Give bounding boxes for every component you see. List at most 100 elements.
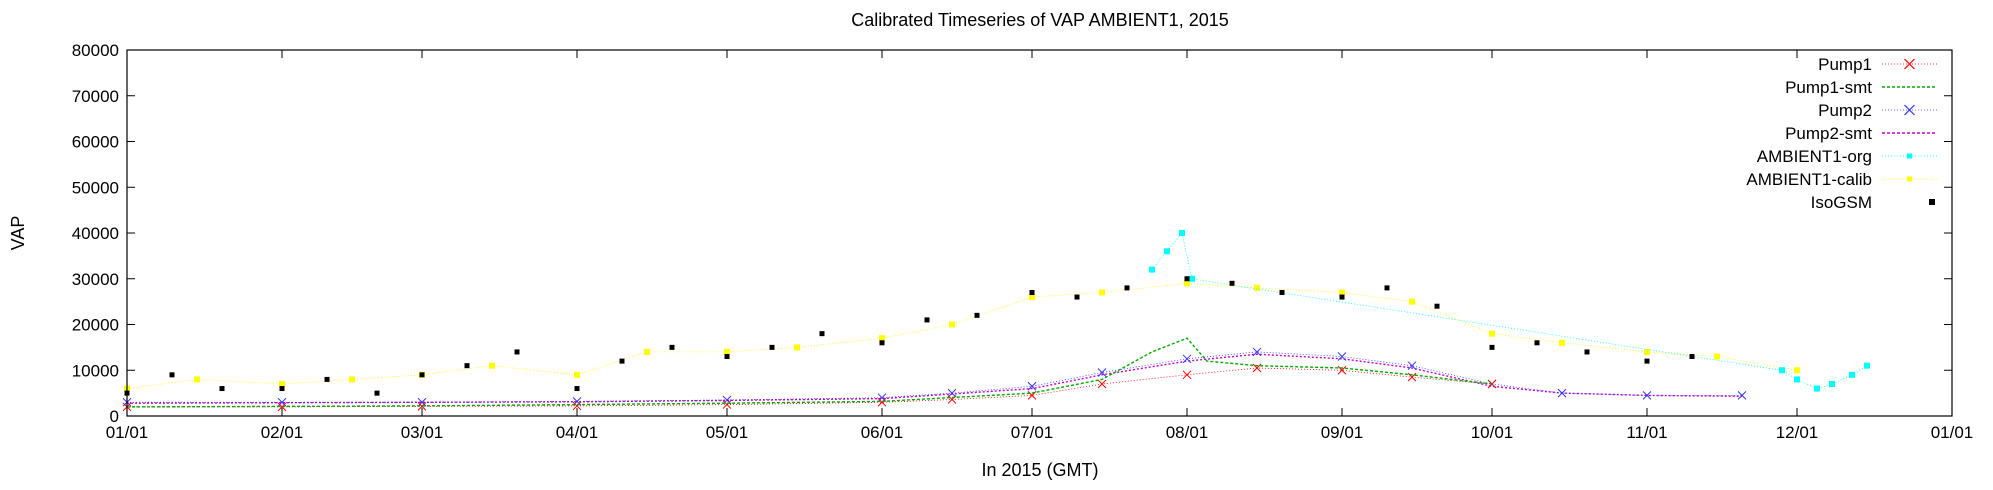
data-point [1849, 371, 1855, 378]
series-pump1 [122, 363, 1497, 412]
x-tick-label: 12/01 [1776, 423, 1819, 442]
x-tick-label: 02/01 [261, 423, 304, 442]
x-tick-label: 07/01 [1011, 423, 1054, 442]
x-tick-label: 11/01 [1626, 423, 1667, 442]
data-point [644, 348, 650, 355]
data-point [1254, 284, 1260, 291]
data-point [1229, 280, 1235, 286]
data-point [464, 363, 470, 369]
data-point [1407, 372, 1417, 382]
data-point [1407, 361, 1417, 371]
data-point [574, 371, 580, 378]
data-point [974, 312, 980, 318]
data-point [1737, 391, 1747, 400]
x-tick-label: 06/01 [861, 423, 904, 442]
data-point [1184, 280, 1190, 287]
data-point [1074, 294, 1080, 300]
y-tick-label: 40000 [72, 224, 119, 243]
data-point [879, 340, 885, 346]
data-point [877, 393, 887, 403]
y-tick-label: 10000 [72, 361, 119, 380]
data-point [949, 321, 955, 328]
data-point [1027, 381, 1037, 391]
data-point [1644, 348, 1650, 355]
data-point [1339, 294, 1345, 300]
y-axis: 0 10000 20000 30000 40000 50000 60000 70000 8000… [72, 41, 1952, 426]
data-point [1794, 367, 1800, 374]
data-point [1337, 365, 1347, 375]
legend-marker [1904, 104, 1915, 116]
data-point [1434, 303, 1440, 309]
legend-marker [1907, 153, 1912, 159]
data-point [1124, 285, 1130, 291]
x-axis-label: In 2015 (GMT) [981, 460, 1098, 480]
series-pump2 [122, 347, 1747, 407]
data-point [1644, 358, 1650, 364]
legend-label: AMBIENT1-calib [1746, 170, 1872, 189]
data-point [794, 344, 800, 351]
data-point [1409, 298, 1415, 305]
data-point [489, 362, 495, 369]
data-point [879, 335, 885, 342]
data-point [279, 380, 285, 387]
data-point [279, 386, 285, 392]
data-point [1714, 353, 1720, 360]
data-point [924, 317, 930, 323]
data-point [277, 397, 287, 407]
data-point [1557, 388, 1567, 398]
chart-title: Calibrated Timeseries of VAP AMBIENT1, 2… [851, 10, 1229, 30]
data-point [419, 372, 425, 378]
data-point [1097, 379, 1107, 389]
series-pump2-smt [126, 353, 1743, 404]
y-tick-label: 80000 [72, 41, 119, 60]
data-point [724, 354, 730, 360]
legend-label: Pump1 [1818, 55, 1872, 74]
series-pump1-smt [126, 337, 1493, 408]
x-tick-label: 01/01 [1931, 423, 1974, 442]
data-point [1279, 289, 1285, 295]
data-point [1099, 289, 1105, 296]
series-line [126, 337, 1493, 408]
series-ambient1-org [1149, 230, 1870, 392]
x-axis: 01/01 02/01 03/01 04/01 05/01 06/01 07/01 08/01… [106, 50, 1974, 442]
data-point [1864, 362, 1870, 369]
legend-label: Pump2-smt [1785, 124, 1872, 143]
data-point [1029, 289, 1035, 295]
data-point [1779, 367, 1785, 374]
data-point [1252, 347, 1262, 357]
data-point [769, 344, 775, 350]
data-point [417, 397, 427, 407]
series-isogsm [124, 276, 1695, 396]
data-point [1559, 339, 1565, 346]
x-tick-label: 10/01 [1471, 423, 1514, 442]
data-point [1179, 230, 1185, 236]
data-point [1829, 380, 1835, 387]
data-point [324, 376, 330, 382]
x-tick-label: 03/01 [401, 423, 444, 442]
data-point [194, 376, 200, 383]
legend-marker [1907, 176, 1912, 182]
data-point [1337, 352, 1347, 361]
data-point [1814, 385, 1820, 392]
data-point [722, 400, 732, 409]
data-point [219, 386, 225, 392]
data-point [1642, 391, 1652, 400]
data-point [669, 344, 675, 350]
series-connector [127, 351, 1742, 403]
series-ambient1-calib [124, 280, 1800, 392]
data-point [1164, 248, 1170, 255]
data-point [1149, 266, 1155, 273]
data-point [1489, 344, 1495, 350]
x-tick-label: 01/01 [106, 423, 149, 442]
data-point [1097, 368, 1107, 377]
y-tick-label: 30000 [72, 270, 119, 289]
data-point [947, 388, 957, 398]
data-point [514, 349, 520, 355]
data-point [1689, 354, 1695, 360]
data-point [1189, 275, 1195, 282]
data-point [1384, 285, 1390, 291]
x-tick-label: 08/01 [1166, 423, 1209, 442]
series-line [126, 353, 1743, 404]
